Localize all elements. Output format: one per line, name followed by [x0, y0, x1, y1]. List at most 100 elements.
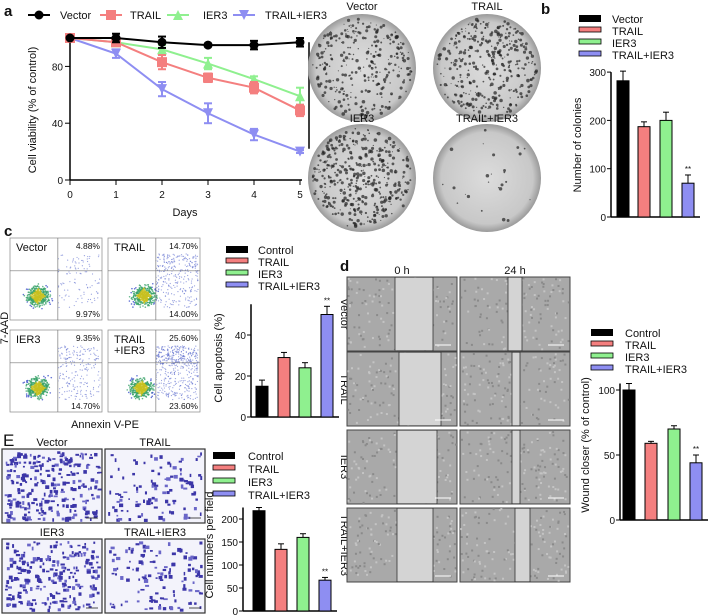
texture	[449, 498, 452, 501]
event-dot	[197, 349, 199, 351]
colony	[326, 155, 330, 159]
event-dot	[133, 301, 136, 304]
event-dot	[184, 276, 186, 278]
event-dot	[132, 392, 135, 394]
y-tick-label: 0	[240, 413, 246, 424]
texture	[491, 385, 494, 388]
event-dot	[187, 274, 189, 277]
colony	[406, 181, 410, 185]
colony	[402, 177, 404, 179]
event-dot	[132, 383, 134, 386]
colony	[515, 63, 517, 66]
colony	[391, 145, 395, 149]
colony	[339, 209, 341, 211]
colony	[348, 217, 352, 221]
event-dot	[161, 348, 163, 351]
event-dot	[65, 376, 67, 378]
colony	[498, 187, 503, 191]
event-dot	[89, 349, 91, 351]
event-dot	[195, 388, 197, 391]
colony	[350, 219, 354, 222]
event-dot	[144, 390, 146, 393]
event-dot	[30, 290, 32, 292]
colony	[355, 182, 358, 185]
legend-item: TRAIL+IER3	[233, 10, 327, 22]
event-dot	[86, 268, 88, 270]
event-dot	[173, 369, 175, 371]
colony	[520, 95, 524, 99]
event-dot	[166, 258, 168, 260]
colony	[335, 86, 337, 89]
event-dot	[190, 372, 193, 374]
colony	[338, 134, 342, 139]
wound-gap	[512, 353, 520, 425]
colony	[327, 148, 331, 152]
colony	[351, 84, 354, 86]
event-dot	[179, 372, 181, 374]
event-dot	[192, 256, 194, 258]
event-dot	[47, 374, 49, 377]
colony	[409, 70, 413, 73]
event-dot	[31, 303, 34, 306]
event-dot	[184, 256, 186, 258]
event-dot	[81, 346, 83, 348]
colony	[457, 80, 460, 83]
event-dot	[66, 390, 68, 392]
colony	[400, 41, 402, 44]
colony	[377, 131, 381, 136]
flow-cytometry-plots: Vector 4.88%9.97%TRAIL 14.70%14.00%IER3 9.3…	[0, 237, 201, 431]
colony	[524, 63, 527, 66]
event-dot	[59, 366, 62, 368]
colony	[466, 77, 468, 79]
event-dot	[88, 358, 90, 360]
event-dot	[146, 383, 149, 385]
event-dot	[171, 371, 173, 373]
event-dot	[28, 288, 31, 291]
texture	[450, 395, 453, 398]
event-dot	[149, 300, 152, 302]
texture	[386, 279, 389, 282]
event-dot	[25, 387, 27, 390]
event-dot	[159, 359, 161, 361]
colony	[379, 160, 381, 162]
event-dot	[87, 363, 89, 365]
texture	[523, 292, 526, 295]
legend-marker	[34, 10, 44, 20]
event-dot	[136, 380, 139, 382]
texture	[450, 283, 453, 286]
event-dot	[185, 253, 187, 255]
texture	[387, 302, 390, 305]
y-tick-label: 0	[600, 213, 606, 224]
texture	[488, 328, 491, 331]
colony	[480, 31, 484, 35]
colony	[364, 107, 367, 110]
event-dot	[41, 296, 44, 298]
quadrant-percent: 9.35%	[76, 333, 101, 343]
texture	[473, 393, 476, 396]
colony	[456, 68, 459, 71]
event-dot	[80, 345, 82, 347]
texture	[503, 438, 506, 441]
colony	[372, 178, 376, 182]
colony	[450, 61, 453, 64]
texture	[546, 362, 549, 365]
event-dot	[194, 369, 196, 371]
texture	[385, 413, 388, 416]
event-dot	[168, 254, 170, 256]
colony	[339, 53, 344, 57]
texture	[549, 401, 552, 404]
event-dot	[72, 360, 74, 362]
significance-mark: **	[685, 165, 691, 174]
event-dot	[158, 382, 160, 384]
event-dot	[196, 354, 199, 356]
colony	[378, 48, 382, 51]
event-dot	[49, 290, 52, 293]
data-point	[295, 146, 305, 157]
event-dot	[141, 380, 143, 383]
event-dot	[174, 377, 177, 380]
event-dot	[183, 278, 185, 280]
colony	[329, 179, 333, 183]
event-dot	[157, 397, 159, 399]
event-dot	[72, 385, 74, 387]
